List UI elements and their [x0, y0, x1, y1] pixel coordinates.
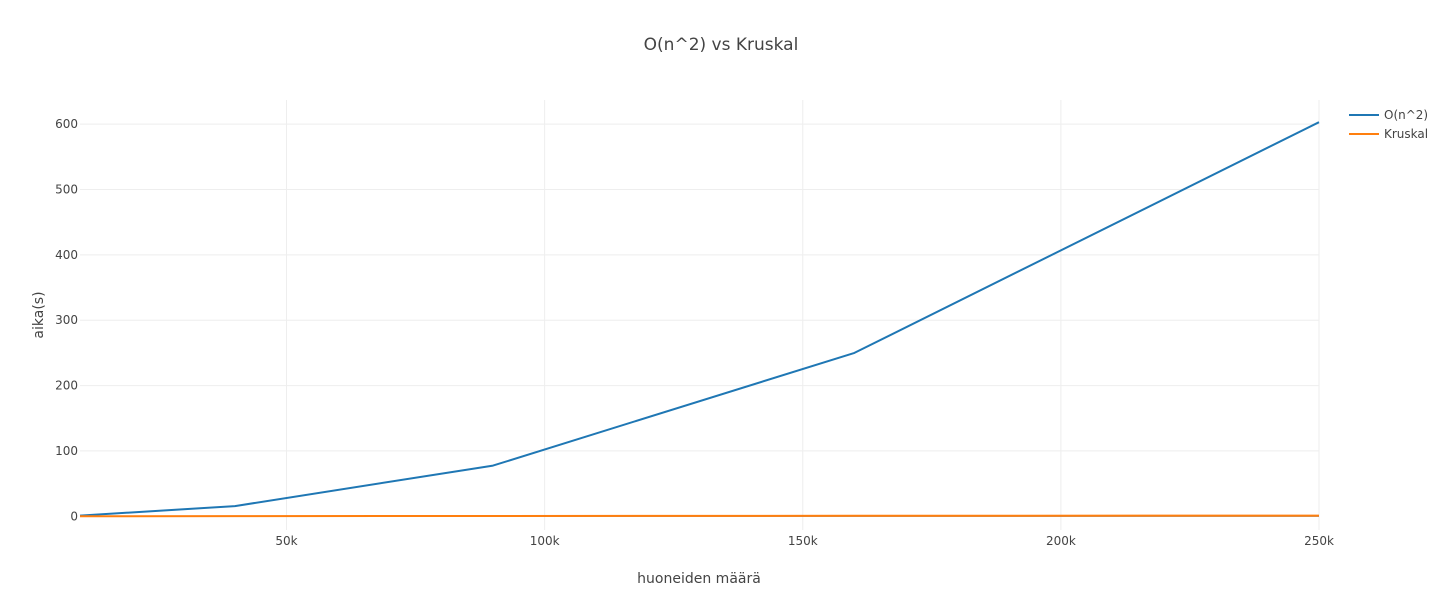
- y-tick-label: 100: [55, 444, 78, 458]
- x-tick-label: 150k: [788, 534, 818, 548]
- y-tick-label: 400: [55, 248, 78, 262]
- y-tick-label: 600: [55, 117, 78, 131]
- y-tick-label: 0: [70, 509, 78, 523]
- legend-label: O(n^2): [1384, 108, 1428, 122]
- x-axis-label: huoneiden määrä: [637, 571, 761, 587]
- y-axis-label: aika(s): [31, 291, 47, 338]
- y-tick-label: 300: [55, 313, 78, 327]
- y-tick-label: 200: [55, 379, 78, 393]
- x-tick-label: 50k: [275, 534, 297, 548]
- legend-label: Kruskal: [1384, 127, 1428, 141]
- legend: O(n^2) Kruskal: [1349, 108, 1428, 141]
- x-tick-labels: 50k 100k 150k 200k 250k: [275, 534, 1334, 548]
- grid: [80, 100, 1320, 530]
- x-tick-label: 250k: [1304, 534, 1334, 548]
- chart-title: O(n^2) vs Kruskal: [644, 35, 799, 55]
- series-lines: [79, 121, 1320, 518]
- series-line-o-n-2-: [79, 121, 1320, 517]
- y-tick-labels: 0 100 200 300 400 500 600: [55, 117, 78, 523]
- y-tick-label: 500: [55, 183, 78, 197]
- x-tick-label: 200k: [1046, 534, 1076, 548]
- x-tick-label: 100k: [530, 534, 560, 548]
- series-line-kruskal: [79, 514, 1320, 518]
